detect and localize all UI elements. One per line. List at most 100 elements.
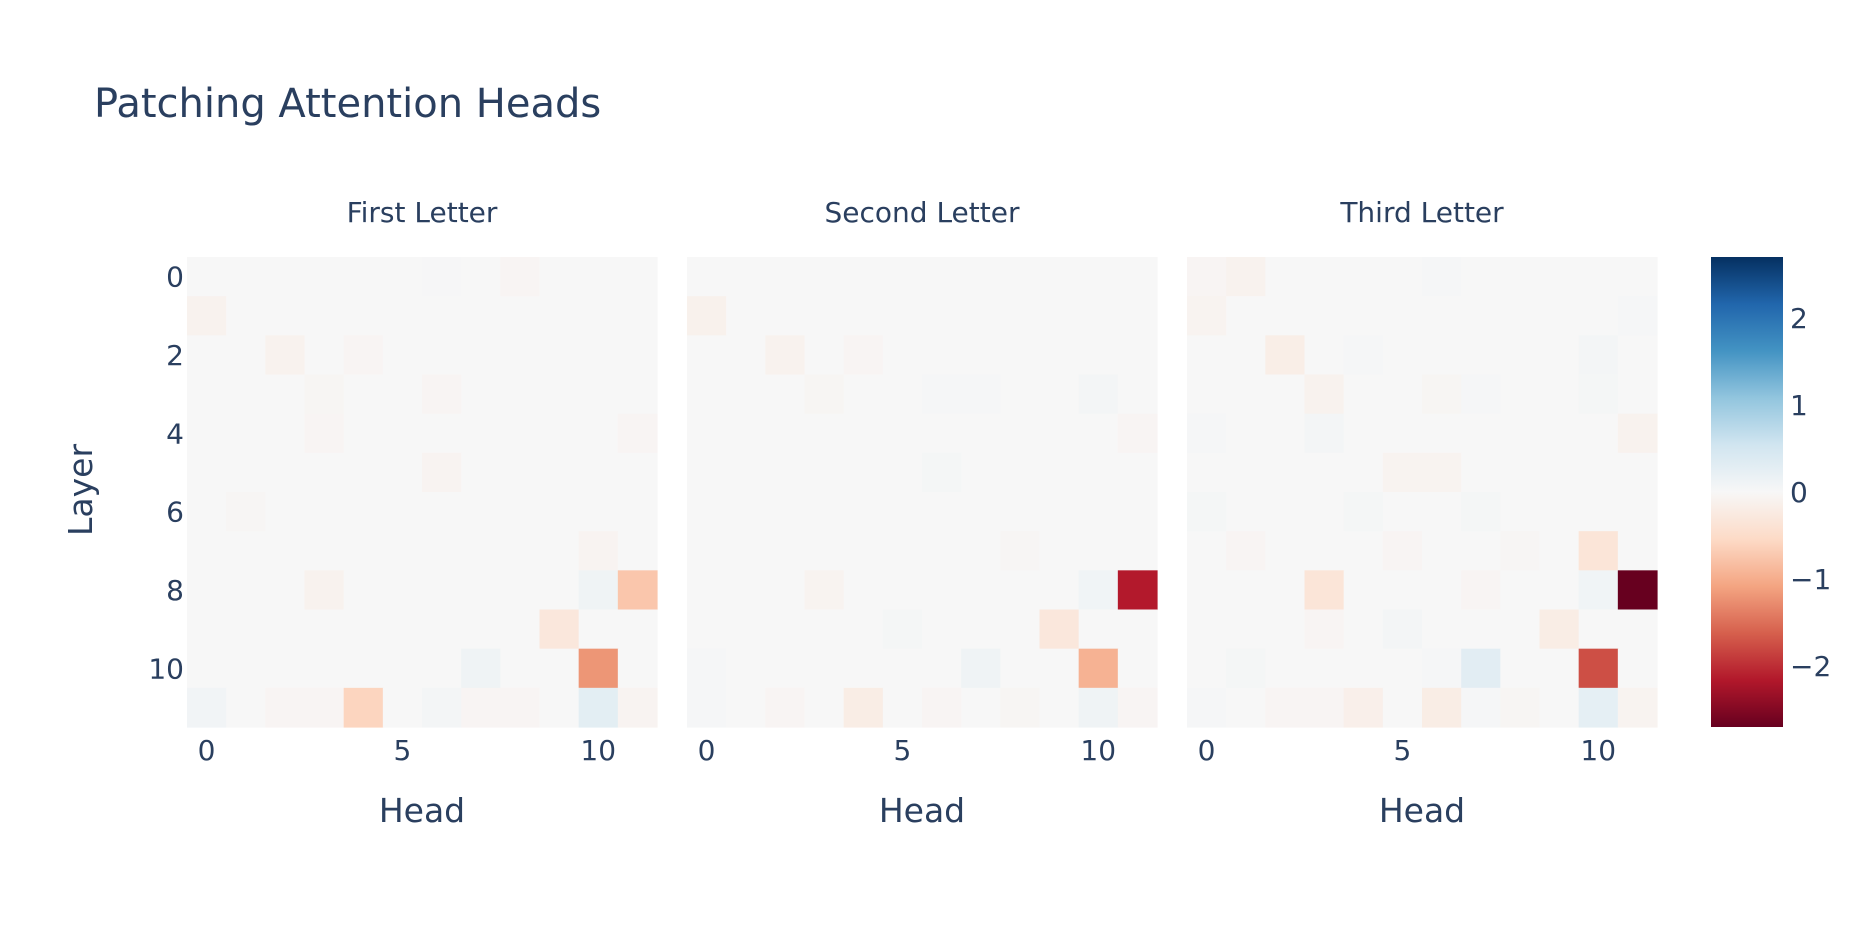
heatmap-cell [1039, 335, 1080, 376]
heatmap-cell [539, 452, 580, 493]
heatmap-cell [843, 570, 884, 611]
colorbar-tick-label: 0 [1790, 476, 1808, 509]
heatmap-cell [539, 687, 580, 728]
heatmap-cell [500, 492, 541, 532]
heatmap-cell [1304, 296, 1345, 336]
heatmap-cell [617, 296, 658, 336]
heatmap-cell [1617, 687, 1658, 728]
heatmap-cell [922, 531, 962, 571]
heatmap-cell [578, 452, 619, 493]
heatmap-cell [1265, 413, 1306, 454]
heatmap-cell [1226, 296, 1266, 336]
panel-title: First Letter [347, 196, 498, 229]
heatmap-cell [882, 648, 923, 689]
heatmap-cell [422, 296, 462, 336]
x-tick-label: 10 [1080, 734, 1116, 767]
heatmap-cell [922, 492, 962, 532]
heatmap-cell [687, 492, 727, 532]
heatmap-cell [1461, 531, 1501, 571]
heatmap-cell [1617, 492, 1658, 532]
heatmap-cell [726, 335, 766, 376]
heatmap-cell [1039, 570, 1080, 611]
heatmap-cell [1304, 492, 1345, 532]
heatmap-cell [1578, 296, 1619, 336]
heatmap-cell [265, 609, 306, 650]
heatmap-cell [1265, 687, 1306, 728]
heatmap-cell [1039, 648, 1080, 689]
y-tick-label: 2 [166, 339, 184, 372]
heatmap-cell [1382, 452, 1423, 493]
heatmap-cell [617, 492, 658, 532]
heatmap-cell [1039, 452, 1080, 493]
heatmap-cell [422, 413, 462, 454]
heatmap-cell [765, 687, 806, 728]
heatmap-cell [187, 374, 227, 415]
heatmap-cell [461, 531, 501, 571]
heatmap-cell [687, 648, 727, 689]
panel-3: Third Letter 0 5 10 Head [1187, 196, 1658, 830]
heatmap-cell [1500, 335, 1541, 376]
heatmap-cell [1500, 374, 1541, 415]
heatmap-cell [1539, 413, 1580, 454]
heatmap-cell [343, 570, 384, 611]
heatmap-cell [1265, 452, 1306, 493]
heatmap-cell [1382, 374, 1423, 415]
heatmap-cell [382, 452, 423, 493]
heatmap-cell [265, 492, 306, 532]
heatmap-cell [500, 335, 541, 376]
heatmap-cell [1226, 374, 1266, 415]
heatmap-cell [578, 296, 619, 336]
heatmap-cell [265, 452, 306, 493]
heatmap-cell [1422, 296, 1462, 336]
heatmap-cell [343, 413, 384, 454]
heatmap-cell [304, 374, 345, 415]
heatmap-cell [539, 570, 580, 611]
heatmap-cell [461, 492, 501, 532]
panel-2: Second Letter 0 5 10 Head [687, 196, 1158, 830]
heatmap-cell [1461, 257, 1501, 297]
heatmap-cell [1382, 492, 1423, 532]
heatmap-cell [804, 531, 845, 571]
heatmap-cell [1422, 570, 1462, 611]
heatmap-cell [1578, 257, 1619, 297]
heatmap-cell [304, 296, 345, 336]
heatmap-cell [461, 374, 501, 415]
heatmap-cell [1226, 257, 1266, 297]
heatmap-cell [765, 492, 806, 532]
heatmap-cell [578, 335, 619, 376]
heatmap-cell [1422, 531, 1462, 571]
heatmap-cell [726, 413, 766, 454]
heatmap-cell [187, 257, 227, 297]
heatmap-cell [882, 531, 923, 571]
heatmap-cell [1539, 687, 1580, 728]
heatmap-cell [1304, 413, 1345, 454]
heatmap-cell [422, 570, 462, 611]
heatmap-cell [265, 257, 306, 297]
heatmap-cell [1539, 492, 1580, 532]
heatmap-cell [882, 413, 923, 454]
colorbar-tick-label: 2 [1790, 302, 1808, 335]
heatmap-cell [843, 374, 884, 415]
heatmap-cell [187, 570, 227, 611]
heatmap-cell [1343, 335, 1384, 376]
heatmap-cell [422, 452, 462, 493]
heatmap-cell [1539, 335, 1580, 376]
heatmap-cell [304, 609, 345, 650]
heatmap-cell [1117, 296, 1158, 336]
heatmap-cell [226, 413, 266, 454]
heatmap-cell [304, 413, 345, 454]
heatmap-cell [265, 335, 306, 376]
x-tick-label: 10 [1580, 734, 1616, 767]
heatmap-cell [1117, 648, 1158, 689]
heatmap-cell [726, 257, 766, 297]
heatmap-cell [539, 413, 580, 454]
heatmap-cell [226, 335, 266, 376]
heatmap-cell [843, 531, 884, 571]
heatmap-cell [1343, 452, 1384, 493]
heatmap-cell [726, 648, 766, 689]
heatmap-cell [226, 687, 266, 728]
heatmap-cell [961, 531, 1001, 571]
heatmap-cell [1617, 570, 1658, 611]
heatmap-cell [343, 335, 384, 376]
